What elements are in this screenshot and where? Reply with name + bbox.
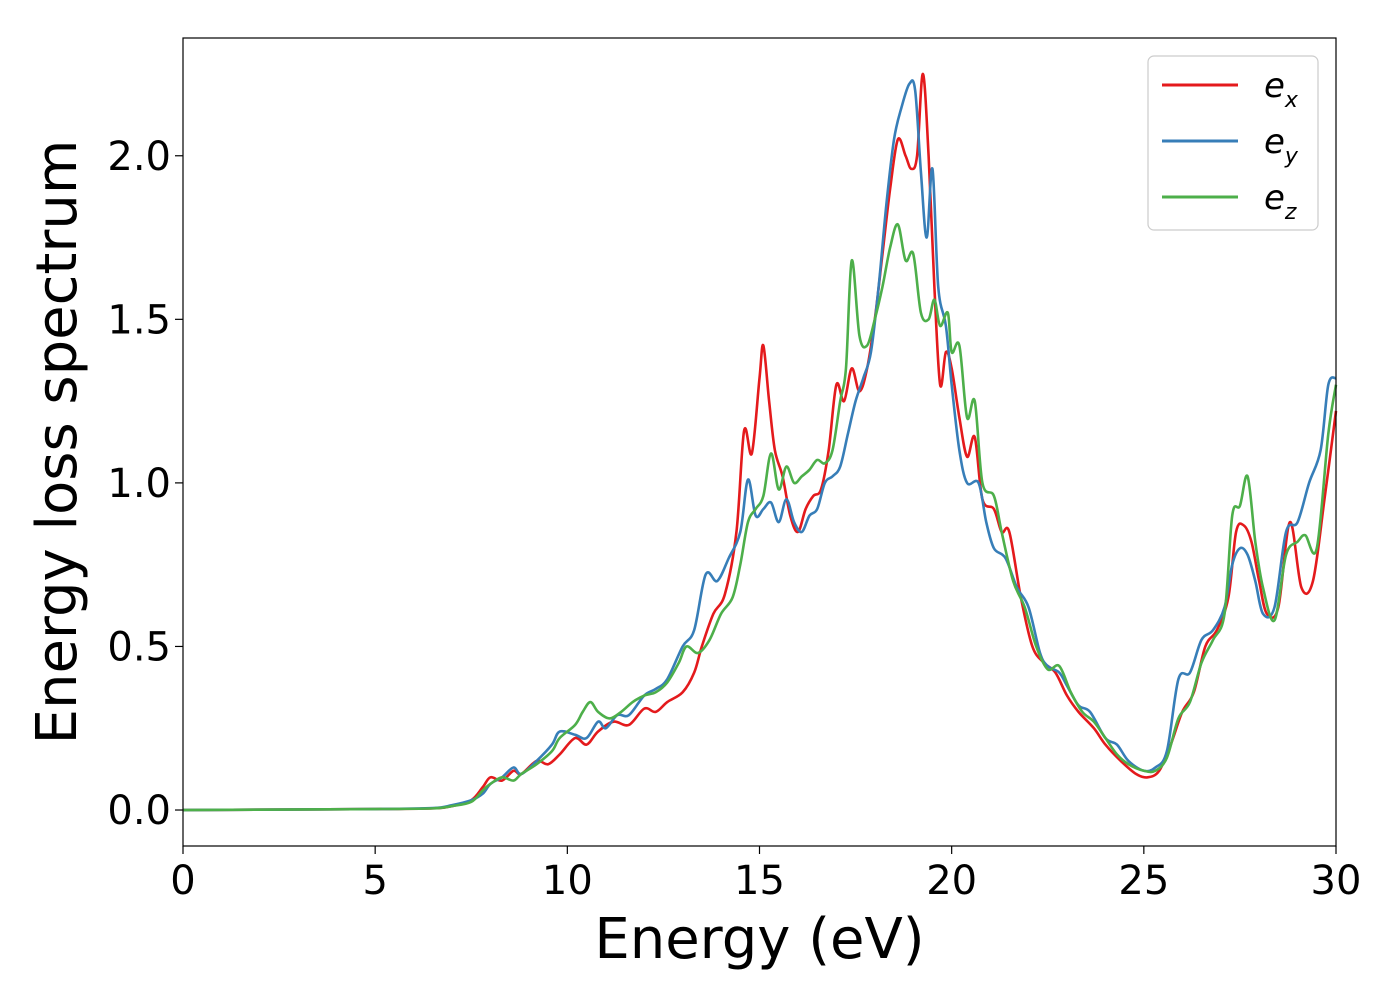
- legend-box: [1147, 55, 1319, 231]
- x-tick-label: 10: [542, 858, 593, 904]
- y-tick-label: 2.0: [107, 134, 171, 180]
- y-tick-label: 0.5: [107, 624, 171, 670]
- x-tick-label: 20: [926, 858, 977, 904]
- series-line-e-y: [182, 79, 1337, 812]
- x-tick-label: 15: [734, 858, 785, 904]
- y-tick-label: 0.0: [107, 788, 171, 834]
- y-tick-label: 1.0: [107, 461, 171, 507]
- y-tick-label: 1.5: [107, 297, 171, 343]
- y-axis-title: Energy loss spectrum: [25, 140, 90, 745]
- y-axis: 0.0 0.5 1.0 1.5 2.0: [107, 134, 183, 834]
- plot-background: [183, 38, 1336, 846]
- series-layer: [182, 72, 1338, 812]
- series-line-e-z: [182, 223, 1338, 812]
- x-tick-label: 25: [1118, 858, 1169, 904]
- x-axis: 0 5 10 15 20 25 30: [170, 846, 1361, 904]
- x-tick-label: 0: [170, 858, 195, 904]
- x-axis-title: Energy (eV): [594, 907, 924, 972]
- x-tick-label: 5: [362, 858, 387, 904]
- x-tick-label: 30: [1311, 858, 1362, 904]
